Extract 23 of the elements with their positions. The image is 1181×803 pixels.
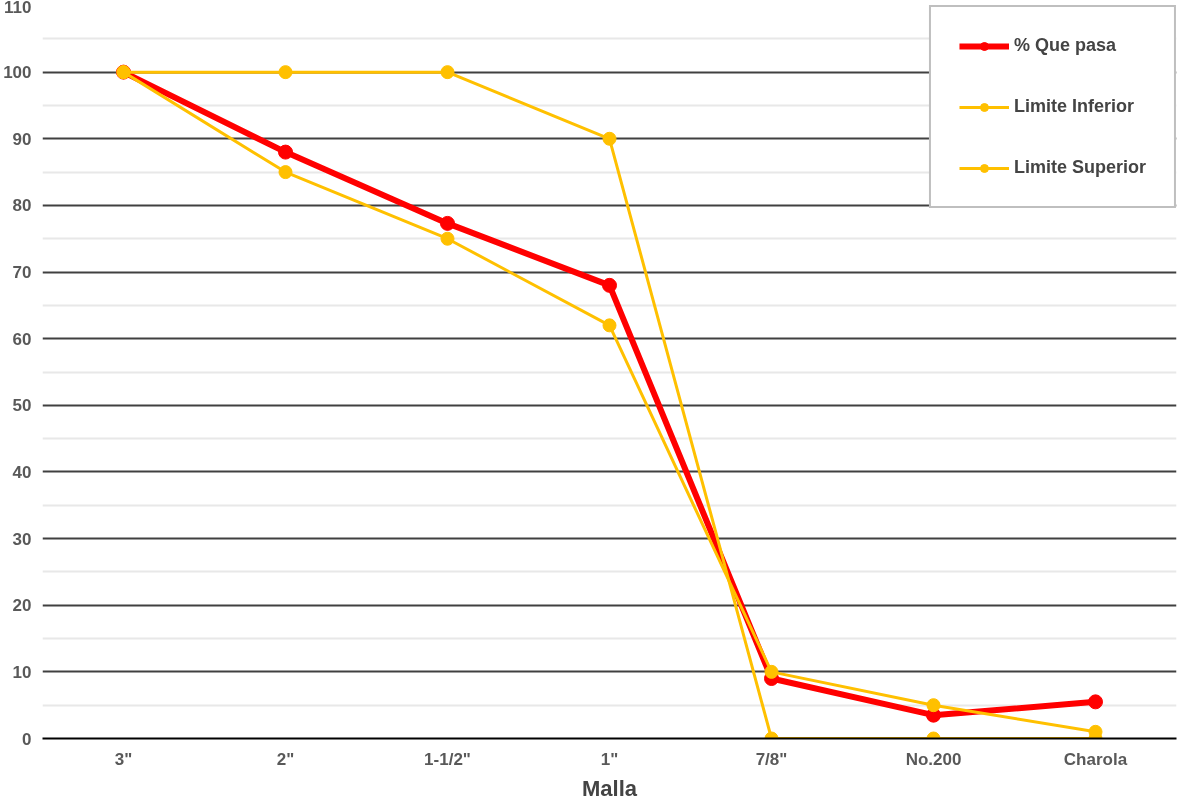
y-tick-label: 50 bbox=[12, 396, 32, 416]
x-tick-label: 2" bbox=[276, 749, 295, 769]
y-tick-label: 70 bbox=[12, 263, 32, 283]
x-axis-title: Malla bbox=[581, 775, 638, 801]
y-tick-label: 10 bbox=[12, 662, 32, 682]
legend-label: % Que pasa bbox=[1013, 35, 1117, 56]
y-tick-label: 90 bbox=[12, 129, 32, 149]
x-tick-label: 1-1/2" bbox=[424, 749, 471, 769]
legend-label: Limite Inferior bbox=[1013, 96, 1134, 117]
y-tick-label: 40 bbox=[12, 462, 32, 482]
y-tick-label: 100 bbox=[3, 63, 32, 83]
x-tick-label: Charola bbox=[1063, 749, 1128, 769]
y-tick-label: 30 bbox=[12, 529, 32, 549]
y-tick-label: 20 bbox=[12, 596, 32, 616]
y-tick-label: 0 bbox=[22, 729, 32, 749]
legend-label: Limite Superior bbox=[1013, 157, 1146, 178]
x-tick-label: 3" bbox=[114, 749, 133, 769]
y-tick-label: 80 bbox=[12, 196, 32, 216]
x-tick-label: 1" bbox=[600, 749, 619, 769]
x-tick-label: 7/8" bbox=[755, 749, 788, 769]
x-tick-label: No.200 bbox=[905, 749, 962, 769]
y-tick-label: 110 bbox=[4, 0, 32, 17]
y-tick-label: 60 bbox=[12, 329, 32, 349]
